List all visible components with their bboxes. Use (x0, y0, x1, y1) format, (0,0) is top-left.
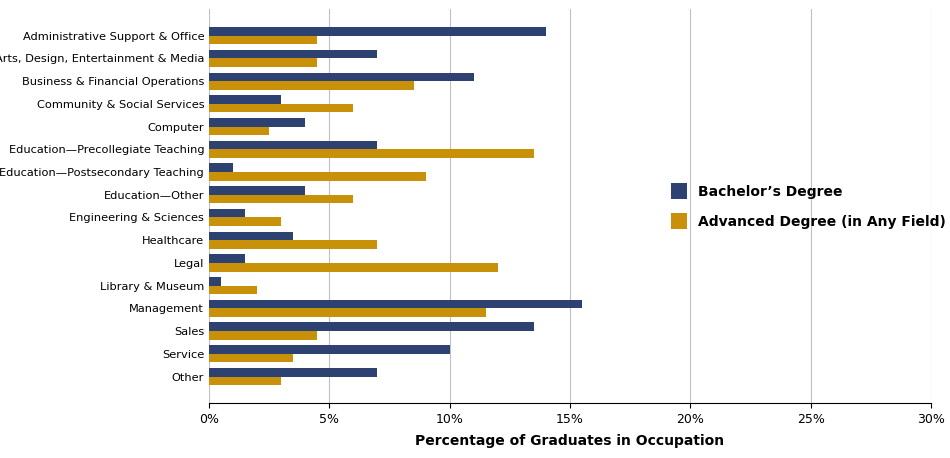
Bar (209, 104, 353, 113)
Bar (209, 254, 245, 263)
Bar (209, 186, 305, 195)
Bar (209, 118, 305, 126)
Bar (209, 50, 377, 59)
Bar (209, 331, 317, 340)
Bar (209, 218, 281, 226)
Bar (209, 27, 546, 36)
X-axis label: Percentage of Graduates in Occupation: Percentage of Graduates in Occupation (415, 434, 725, 448)
Bar (209, 232, 294, 240)
Bar (209, 277, 221, 286)
Bar (209, 240, 377, 249)
Bar (209, 286, 257, 294)
Bar (209, 354, 294, 362)
Bar (209, 300, 582, 308)
Bar (209, 368, 377, 376)
Bar (209, 36, 317, 44)
Bar (209, 81, 413, 90)
Bar (209, 195, 353, 203)
Bar (209, 59, 317, 67)
Bar (209, 263, 498, 272)
Bar (209, 209, 245, 218)
Bar (209, 126, 269, 135)
Bar (209, 172, 426, 180)
Bar (209, 345, 449, 354)
Bar (209, 149, 534, 158)
Bar (209, 95, 281, 104)
Bar (209, 164, 233, 172)
Bar (209, 141, 377, 149)
Bar (209, 322, 534, 331)
Legend: Bachelor’s Degree, Advanced Degree (in Any Field): Bachelor’s Degree, Advanced Degree (in A… (664, 176, 950, 236)
Bar (209, 308, 485, 317)
Bar (209, 72, 474, 81)
Bar (209, 376, 281, 385)
